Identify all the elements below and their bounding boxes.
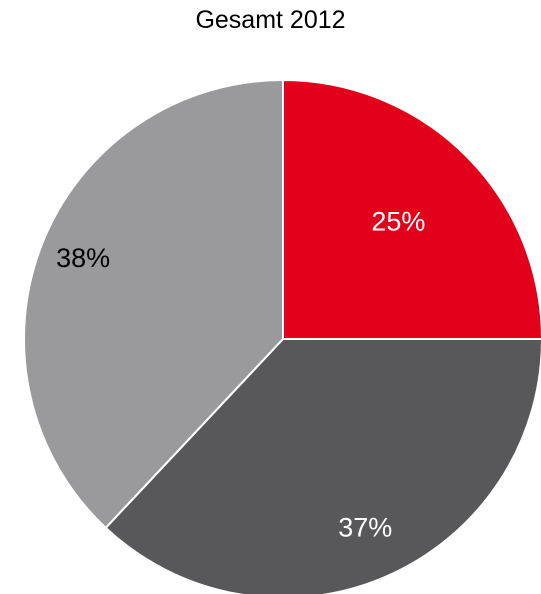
chart-title: Gesamt 2012 [195, 6, 346, 34]
pie-labels: 25% 37% 38% [56, 207, 425, 543]
pie-slice [104, 338, 541, 594]
slice-label: 38% [56, 243, 110, 273]
pie-slices [23, 78, 541, 594]
slice-label: 25% [371, 207, 425, 237]
slice-label: 37% [338, 512, 392, 542]
pie-slice [282, 78, 541, 340]
pie-slice [23, 78, 284, 530]
